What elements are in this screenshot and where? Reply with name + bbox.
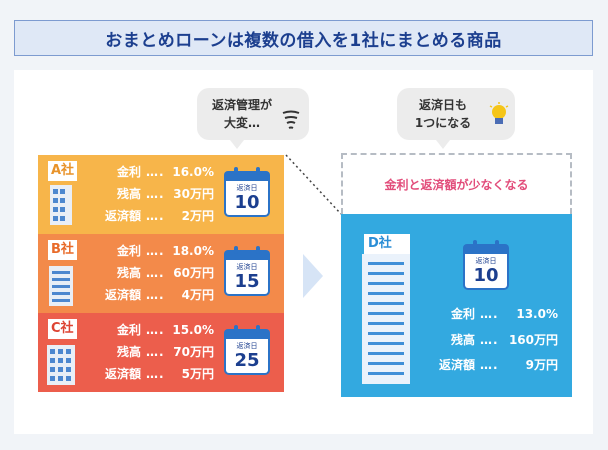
company-row-c: C社 金利 …. 15.0% 残高 …. 70万円 返済額 …. 5万円 返済日… — [38, 313, 284, 392]
document-icon-large — [362, 254, 410, 384]
lightbulb-icon — [489, 102, 509, 124]
bubble-left-line2: 大変… — [223, 116, 260, 130]
rate-row: 金利 …. 13.0% — [440, 306, 560, 322]
rate-row: 金利 …. 18.0% — [96, 243, 216, 259]
payment-row: 返済額 …. 5万円 — [96, 366, 216, 382]
dots: …. — [480, 333, 499, 347]
right-arrow — [303, 254, 323, 298]
result-caption-box: 金利と返済額が少なくなる — [341, 153, 572, 214]
calendar-icon: 返済日 25 — [224, 325, 270, 375]
rate-label: 金利 — [116, 323, 141, 337]
speech-bubble-right-tail — [436, 140, 450, 149]
balance-value: 70万円 — [173, 345, 214, 359]
payment-label: 返済額 — [104, 288, 141, 302]
company-row-a: A社 金利 …. 16.0% 残高 …. 30万円 返済額 …. 2万円 返済日… — [38, 155, 284, 234]
rate-row: 金利 …. 15.0% — [96, 322, 216, 338]
dots: …. — [146, 244, 165, 258]
balance-label: 残高 — [116, 187, 141, 201]
building-icon — [47, 345, 75, 385]
calendar-icon: 返済日 15 — [224, 246, 270, 296]
company-row-b: B社 金利 …. 18.0% 残高 …. 60万円 返済額 …. 4万円 返済日… — [38, 234, 284, 313]
payment-value: 4万円 — [181, 288, 214, 302]
payment-row: 返済額 …. 2万円 — [96, 208, 216, 224]
payment-label: 返済額 — [104, 209, 141, 223]
rate-value: 15.0% — [172, 323, 214, 337]
balance-label: 残高 — [116, 266, 141, 280]
calendar-day: 10 — [473, 265, 499, 286]
calendar-label: 返済日 — [236, 184, 258, 192]
dots: …. — [146, 209, 165, 223]
rate-value: 16.0% — [172, 165, 214, 179]
balance-row: 残高 …. 60万円 — [96, 265, 216, 281]
payment-label: 返済額 — [438, 358, 475, 372]
company-tag: C社 — [48, 319, 77, 339]
calendar-day: 15 — [234, 271, 260, 292]
bubble-right-line1: 返済日も — [418, 98, 467, 112]
calendar-day: 25 — [234, 350, 260, 371]
balance-row: 残高 …. 160万円 — [440, 332, 560, 348]
company-tag: A社 — [48, 161, 78, 181]
result-caption: 金利と返済額が少なくなる — [384, 178, 529, 192]
dots: …. — [480, 358, 499, 372]
rate-label: 金利 — [116, 244, 141, 258]
dots: …. — [146, 187, 165, 201]
payment-value: 2万円 — [181, 209, 214, 223]
dots: …. — [146, 323, 165, 337]
calendar-day: 10 — [234, 192, 260, 213]
speech-bubble-left-tail — [230, 140, 244, 149]
dots: …. — [146, 345, 165, 359]
balance-label: 残高 — [116, 345, 141, 359]
tornado-icon — [282, 110, 300, 129]
rate-value: 13.0% — [516, 307, 558, 321]
calendar-icon: 返済日 10 — [463, 240, 509, 290]
calendar-label: 返済日 — [475, 257, 497, 265]
balance-value: 60万円 — [173, 266, 214, 280]
bubble-right-line2: 1つになる — [414, 116, 472, 130]
speech-bubble-right: 返済日も 1つになる — [397, 88, 515, 140]
calendar-icon: 返済日 10 — [224, 167, 270, 217]
dots: …. — [146, 367, 165, 381]
page-title: おまとめローンは複数の借入を1社にまとめる商品 — [105, 30, 502, 51]
payment-row: 返済額 …. 4万円 — [96, 287, 216, 303]
balance-value: 160万円 — [508, 333, 558, 347]
balance-row: 残高 …. 70万円 — [96, 344, 216, 360]
document-icon — [49, 266, 73, 306]
rate-label: 金利 — [450, 307, 475, 321]
payment-value: 9万円 — [525, 358, 558, 372]
balance-row: 残高 …. 30万円 — [96, 186, 216, 202]
rate-value: 18.0% — [172, 244, 214, 258]
speech-bubble-left: 返済管理が 大変… — [197, 88, 309, 140]
company-tag-d: D社 — [364, 234, 410, 254]
title-bar: おまとめローンは複数の借入を1社にまとめる商品 — [14, 20, 593, 56]
payment-value: 5万円 — [181, 367, 214, 381]
payment-row: 返済額 …. 9万円 — [438, 357, 560, 373]
company-tag: B社 — [48, 240, 77, 260]
balance-value: 30万円 — [173, 187, 214, 201]
bubble-left-line1: 返済管理が — [211, 98, 272, 112]
dots: …. — [146, 165, 165, 179]
rate-row: 金利 …. 16.0% — [96, 164, 216, 180]
balance-label: 残高 — [450, 333, 475, 347]
dots: …. — [146, 288, 165, 302]
rate-label: 金利 — [116, 165, 141, 179]
building-icon — [50, 185, 72, 225]
calendar-label: 返済日 — [236, 263, 258, 271]
payment-label: 返済額 — [104, 367, 141, 381]
dots: …. — [146, 266, 165, 280]
calendar-label: 返済日 — [236, 342, 258, 350]
dots: …. — [480, 307, 499, 321]
